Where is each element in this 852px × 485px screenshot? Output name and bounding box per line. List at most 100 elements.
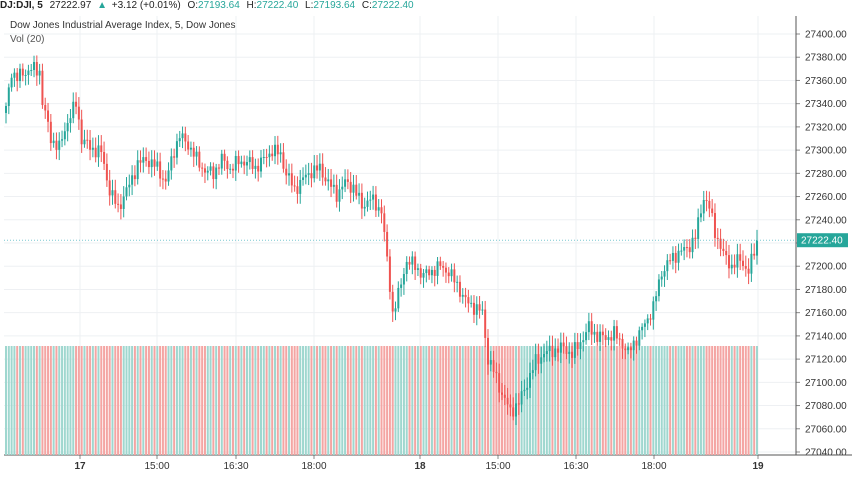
- candle-body[interactable]: [719, 238, 722, 249]
- candle-body[interactable]: [360, 192, 363, 209]
- candle-body[interactable]: [596, 331, 599, 342]
- candle-body[interactable]: [358, 192, 361, 196]
- candle-body[interactable]: [472, 302, 475, 315]
- candle-body[interactable]: [461, 294, 464, 297]
- candle-body[interactable]: [215, 167, 218, 180]
- candle-body[interactable]: [414, 256, 417, 270]
- candle-body[interactable]: [736, 254, 739, 268]
- candle-body[interactable]: [663, 271, 666, 277]
- candle-body[interactable]: [212, 166, 215, 180]
- candle-body[interactable]: [635, 340, 638, 346]
- candle-body[interactable]: [38, 70, 41, 76]
- candle-body[interactable]: [492, 360, 495, 372]
- candle-body[interactable]: [733, 264, 736, 268]
- candle-body[interactable]: [416, 268, 419, 270]
- candle-body[interactable]: [313, 165, 316, 179]
- candle-body[interactable]: [587, 321, 590, 333]
- candle-body[interactable]: [425, 269, 428, 274]
- candle-body[interactable]: [27, 70, 30, 75]
- candle-body[interactable]: [405, 261, 408, 274]
- candle-body[interactable]: [117, 203, 120, 205]
- candle-body[interactable]: [268, 153, 271, 158]
- candle-body[interactable]: [607, 337, 610, 340]
- candle-body[interactable]: [352, 184, 355, 193]
- candle-body[interactable]: [621, 338, 624, 349]
- candle-body[interactable]: [559, 342, 562, 353]
- candle-body[interactable]: [554, 348, 557, 358]
- candle-body[interactable]: [610, 337, 613, 341]
- candle-body[interactable]: [279, 152, 282, 155]
- candle-body[interactable]: [655, 296, 658, 302]
- candle-body[interactable]: [237, 156, 240, 165]
- candle-body[interactable]: [604, 335, 607, 340]
- candle-body[interactable]: [730, 264, 733, 269]
- candle-body[interactable]: [355, 184, 358, 196]
- candle-body[interactable]: [702, 200, 705, 214]
- candle-body[interactable]: [697, 217, 700, 239]
- candle-body[interactable]: [428, 269, 431, 276]
- candle-body[interactable]: [77, 106, 80, 120]
- candle-body[interactable]: [467, 297, 470, 304]
- candle-body[interactable]: [601, 331, 604, 336]
- candle-body[interactable]: [150, 159, 153, 168]
- candle-body[interactable]: [254, 165, 257, 169]
- candle-body[interactable]: [545, 351, 548, 355]
- candle-body[interactable]: [739, 254, 742, 261]
- candle-body[interactable]: [276, 144, 279, 155]
- candle-body[interactable]: [105, 163, 108, 181]
- candle-body[interactable]: [156, 161, 159, 167]
- candle-body[interactable]: [500, 392, 503, 395]
- candle-body[interactable]: [91, 147, 94, 150]
- candle-body[interactable]: [203, 168, 206, 173]
- candle-body[interactable]: [666, 260, 669, 272]
- candle-body[interactable]: [579, 342, 582, 350]
- candle-body[interactable]: [128, 184, 131, 188]
- candle-body[interactable]: [716, 237, 719, 239]
- candle-body[interactable]: [629, 347, 632, 351]
- candle-body[interactable]: [565, 346, 568, 354]
- candle-body[interactable]: [526, 387, 529, 390]
- candle-body[interactable]: [478, 304, 481, 311]
- candle-body[interactable]: [7, 87, 10, 106]
- candle-body[interactable]: [316, 165, 319, 171]
- candle-body[interactable]: [5, 105, 7, 113]
- candle-body[interactable]: [251, 157, 254, 169]
- candle-body[interactable]: [299, 179, 302, 194]
- candle-body[interactable]: [509, 404, 512, 408]
- candle-body[interactable]: [402, 273, 405, 285]
- candle-body[interactable]: [727, 255, 730, 269]
- candle-body[interactable]: [13, 72, 16, 78]
- candle-body[interactable]: [691, 237, 694, 253]
- candle-body[interactable]: [683, 247, 686, 251]
- candle-body[interactable]: [705, 200, 708, 202]
- candle-body[interactable]: [324, 177, 327, 182]
- candle-body[interactable]: [573, 342, 576, 358]
- candle-body[interactable]: [307, 173, 310, 175]
- candle-body[interactable]: [725, 250, 728, 256]
- candle-body[interactable]: [442, 265, 445, 268]
- candle-body[interactable]: [327, 179, 330, 182]
- candle-body[interactable]: [341, 186, 344, 190]
- candle-body[interactable]: [271, 153, 274, 157]
- candle-body[interactable]: [63, 131, 66, 140]
- candle-body[interactable]: [475, 304, 478, 315]
- candle-body[interactable]: [756, 240, 758, 256]
- candle-body[interactable]: [433, 269, 436, 276]
- candle-body[interactable]: [657, 279, 660, 297]
- candle-body[interactable]: [613, 326, 616, 341]
- candle-body[interactable]: [456, 281, 459, 283]
- candle-body[interactable]: [582, 340, 585, 343]
- candle-body[interactable]: [136, 160, 139, 180]
- candle-body[interactable]: [33, 62, 36, 71]
- candle-body[interactable]: [133, 175, 136, 180]
- candle-body[interactable]: [184, 133, 187, 142]
- candle-body[interactable]: [680, 250, 683, 252]
- candle-body[interactable]: [540, 357, 543, 364]
- candle-body[interactable]: [422, 273, 425, 278]
- candle-body[interactable]: [142, 157, 145, 163]
- candle-body[interactable]: [41, 70, 44, 106]
- candle-body[interactable]: [576, 342, 579, 350]
- candle-body[interactable]: [248, 157, 251, 163]
- candle-body[interactable]: [646, 318, 649, 324]
